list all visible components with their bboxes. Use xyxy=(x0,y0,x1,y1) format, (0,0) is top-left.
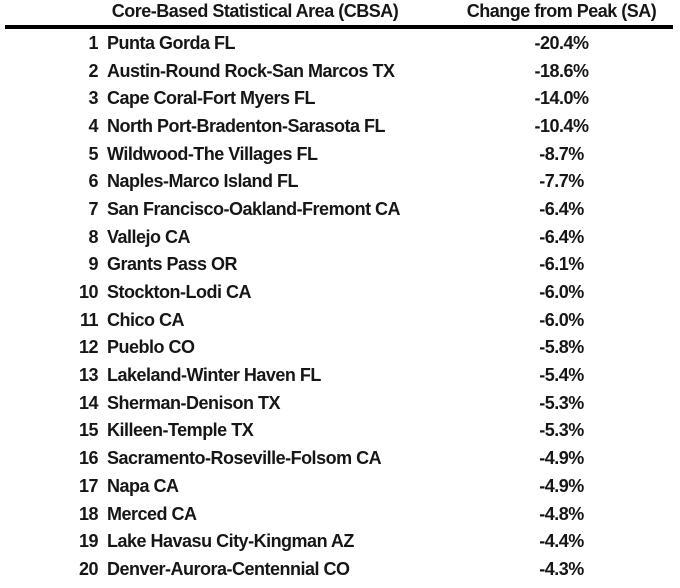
table-row: 7 San Francisco-Oakland-Fremont CA -6.4% xyxy=(5,195,673,223)
column-header-cbsa: Core-Based Statistical Area (CBSA) xyxy=(111,1,399,21)
row-change-percent: -5.8% xyxy=(539,337,584,358)
row-cbsa-name: North Port-Bradenton-Sarasota FL xyxy=(107,115,386,136)
table-row: 1 Punta Gorda FL -20.4% xyxy=(5,29,673,57)
row-rank: 17 xyxy=(78,475,99,496)
row-change-percent: -14.0% xyxy=(534,88,589,109)
row-cbsa-name: Sherman-Denison TX xyxy=(107,392,281,413)
row-change-percent: -6.4% xyxy=(539,198,584,219)
row-rank: 15 xyxy=(78,420,99,441)
row-change-percent: -5.3% xyxy=(539,392,584,413)
row-change-percent: -5.4% xyxy=(539,365,584,386)
table-row: 18 Merced CA -4.8% xyxy=(5,500,673,528)
row-cbsa-name: Pueblo CO xyxy=(107,337,195,358)
row-rank: 16 xyxy=(78,448,99,469)
row-rank: 14 xyxy=(78,392,99,413)
row-cbsa-name: Chico CA xyxy=(107,309,185,330)
row-change-percent: -8.7% xyxy=(539,143,584,164)
table-header-row: Core-Based Statistical Area (CBSA) Chang… xyxy=(5,0,673,29)
table-row: 4 North Port-Bradenton-Sarasota FL -10.4… xyxy=(5,112,673,140)
row-cbsa-name: Wildwood-The Villages FL xyxy=(107,143,318,164)
table-row: 10 Stockton-Lodi CA -6.0% xyxy=(5,278,673,306)
row-rank: 18 xyxy=(78,503,99,524)
row-rank: 2 xyxy=(88,60,98,81)
table-row: 5 Wildwood-The Villages FL -8.7% xyxy=(5,140,673,168)
row-change-percent: -18.6% xyxy=(534,60,589,81)
table-row: 17 Napa CA -4.9% xyxy=(5,472,673,500)
table-body: 1 Punta Gorda FL -20.4% 2 Austin-Round R… xyxy=(5,29,673,583)
table-row: 20 Denver-Aurora-Centennial CO -4.3% xyxy=(5,555,673,583)
table-row: 13 Lakeland-Winter Haven FL -5.4% xyxy=(5,361,673,389)
row-cbsa-name: Stockton-Lodi CA xyxy=(107,282,251,303)
table-row: 3 Cape Coral-Fort Myers FL -14.0% xyxy=(5,84,673,112)
row-change-percent: -4.9% xyxy=(539,475,584,496)
row-change-percent: -4.3% xyxy=(539,558,584,579)
cbsa-change-table: Core-Based Statistical Area (CBSA) Chang… xyxy=(5,0,673,583)
row-rank: 3 xyxy=(88,88,98,109)
row-change-percent: -10.4% xyxy=(534,115,589,136)
row-rank: 5 xyxy=(88,143,98,164)
row-cbsa-name: Punta Gorda FL xyxy=(107,32,236,53)
row-rank: 9 xyxy=(88,254,98,275)
row-cbsa-name: Austin-Round Rock-San Marcos TX xyxy=(107,60,395,81)
row-change-percent: -20.4% xyxy=(534,32,589,53)
row-rank: 11 xyxy=(79,309,99,330)
row-cbsa-name: San Francisco-Oakland-Fremont CA xyxy=(107,198,401,219)
row-cbsa-name: Lakeland-Winter Haven FL xyxy=(107,365,321,386)
row-rank: 12 xyxy=(78,337,99,358)
row-change-percent: -6.4% xyxy=(539,226,584,247)
table-row: 8 Vallejo CA -6.4% xyxy=(5,223,673,251)
row-rank: 13 xyxy=(78,365,99,386)
row-change-percent: -6.0% xyxy=(539,309,584,330)
row-cbsa-name: Naples-Marco Island FL xyxy=(107,171,299,192)
row-rank: 7 xyxy=(88,198,98,219)
row-rank: 6 xyxy=(88,171,98,192)
row-cbsa-name: Cape Coral-Fort Myers FL xyxy=(107,88,316,109)
row-cbsa-name: Napa CA xyxy=(107,475,179,496)
row-cbsa-name: Sacramento-Roseville-Folsom CA xyxy=(107,448,382,469)
row-cbsa-name: Lake Havasu City-Kingman AZ xyxy=(107,531,354,552)
table-row: 14 Sherman-Denison TX -5.3% xyxy=(5,389,673,417)
row-change-percent: -4.9% xyxy=(539,448,584,469)
row-cbsa-name: Vallejo CA xyxy=(107,226,191,247)
row-rank: 10 xyxy=(78,282,99,303)
table-row: 9 Grants Pass OR -6.1% xyxy=(5,251,673,279)
row-change-percent: -4.8% xyxy=(539,503,584,524)
row-cbsa-name: Killeen-Temple TX xyxy=(107,420,254,441)
table-row: 19 Lake Havasu City-Kingman AZ -4.4% xyxy=(5,527,673,555)
row-rank: 19 xyxy=(78,531,99,552)
row-rank: 8 xyxy=(88,226,98,247)
row-cbsa-name: Grants Pass OR xyxy=(107,254,238,275)
row-change-percent: -5.3% xyxy=(539,420,584,441)
row-rank: 20 xyxy=(78,558,99,579)
row-cbsa-name: Merced CA xyxy=(107,503,197,524)
table-row: 6 Naples-Marco Island FL -7.7% xyxy=(5,167,673,195)
row-rank: 4 xyxy=(88,115,98,136)
row-change-percent: -4.4% xyxy=(539,531,584,552)
table-row: 12 Pueblo CO -5.8% xyxy=(5,334,673,362)
table-row: 2 Austin-Round Rock-San Marcos TX -18.6% xyxy=(5,57,673,85)
row-change-percent: -6.1% xyxy=(539,254,584,275)
row-change-percent: -7.7% xyxy=(539,171,584,192)
table-row: 16 Sacramento-Roseville-Folsom CA -4.9% xyxy=(5,444,673,472)
table-row: 15 Killeen-Temple TX -5.3% xyxy=(5,417,673,445)
column-header-change-from-peak: Change from Peak (SA) xyxy=(466,1,657,21)
row-change-percent: -6.0% xyxy=(539,282,584,303)
row-rank: 1 xyxy=(88,32,98,53)
row-cbsa-name: Denver-Aurora-Centennial CO xyxy=(107,558,350,579)
table-row: 11 Chico CA -6.0% xyxy=(5,306,673,334)
